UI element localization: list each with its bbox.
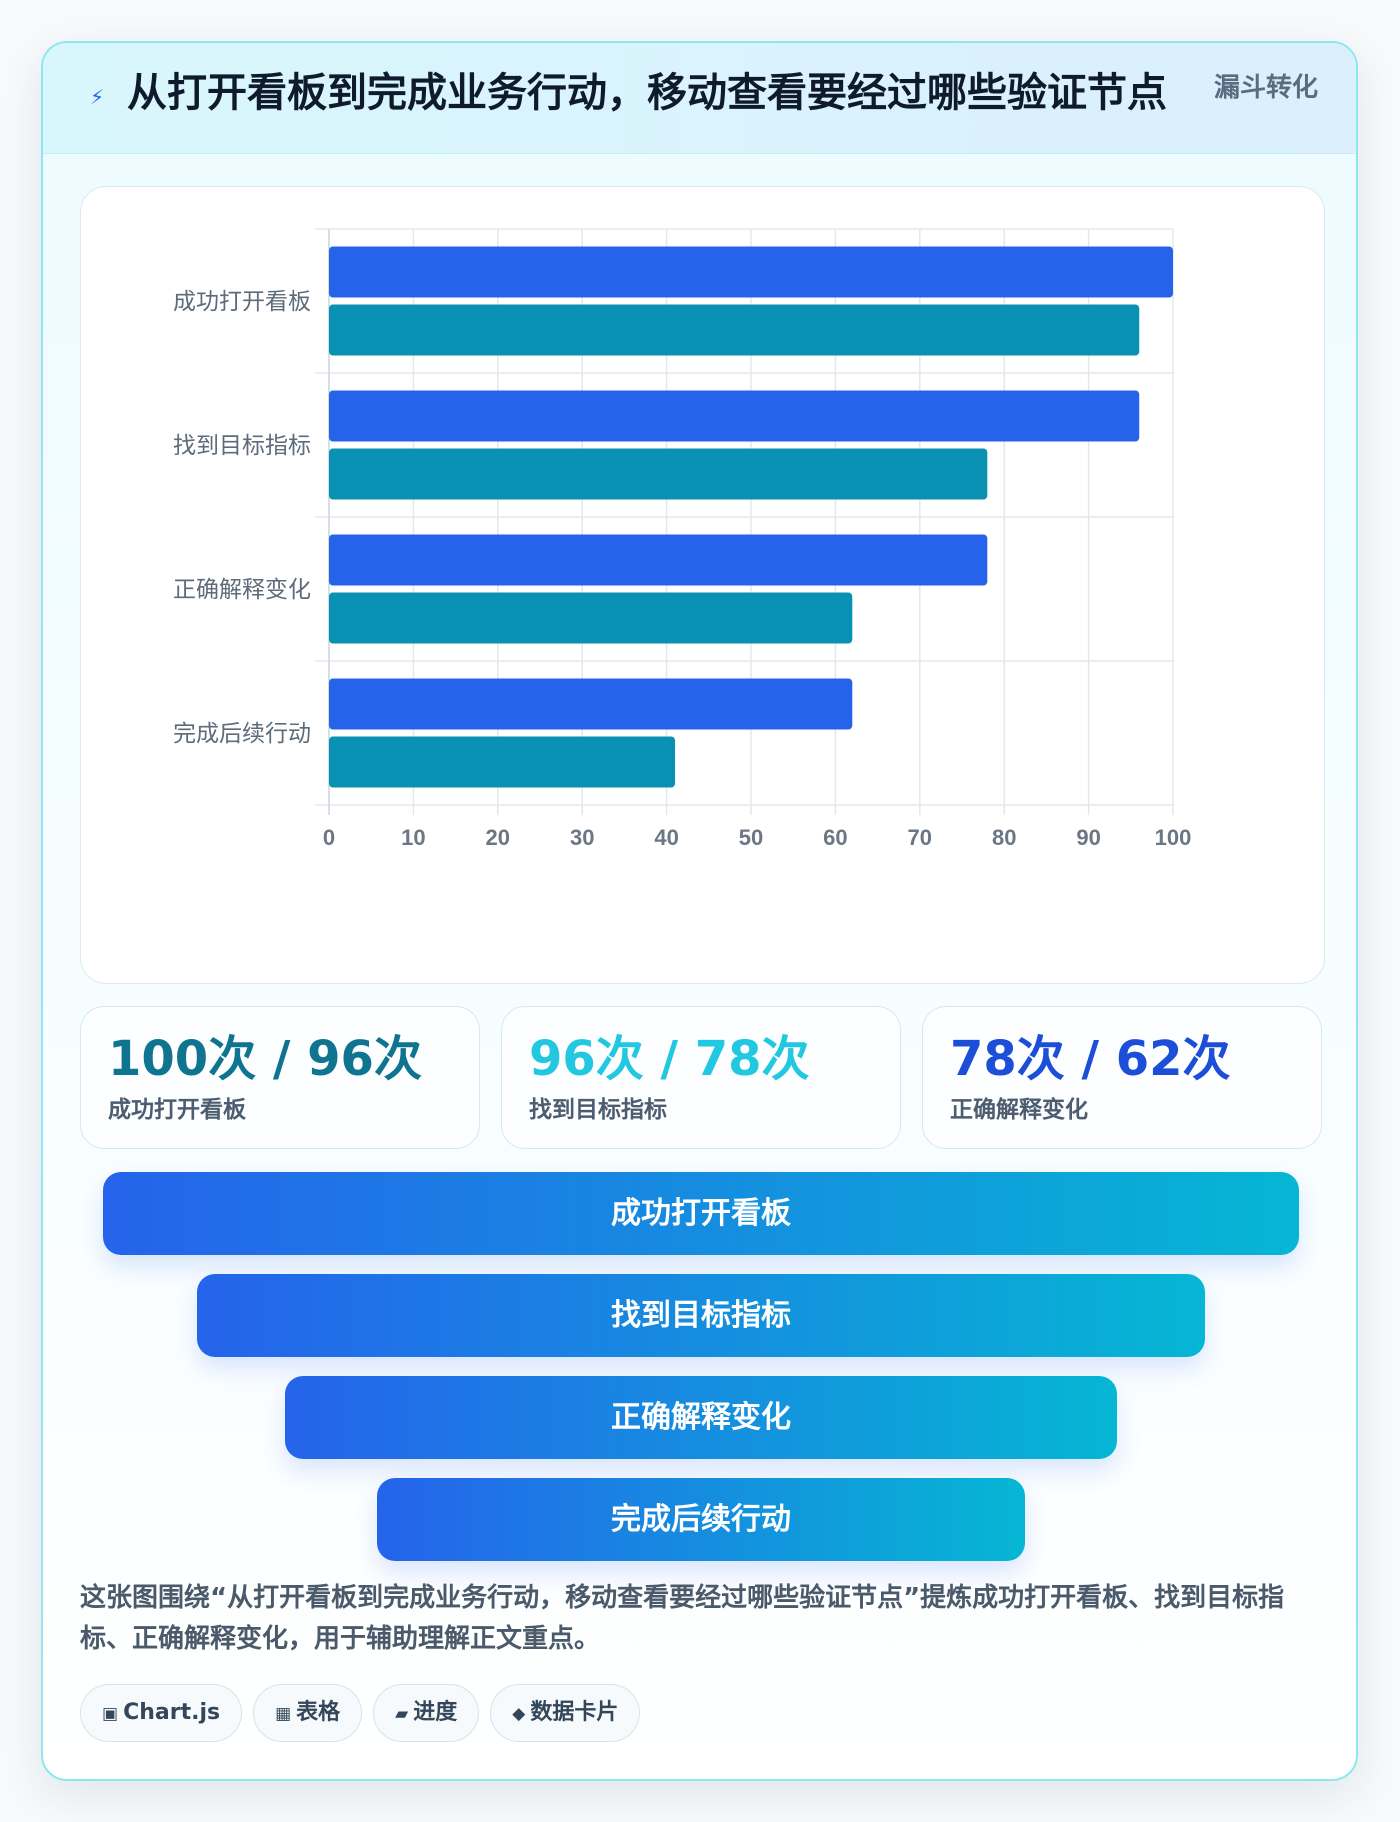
x-tick-label: 50	[739, 825, 763, 850]
tag-label: 表格	[296, 1700, 341, 1725]
stat-value: 100次 / 96次	[108, 1031, 422, 1087]
bar	[329, 246, 1173, 298]
stat-label: 找到目标指标	[529, 1097, 667, 1123]
bar	[329, 304, 1140, 356]
diamond-icon: ◆	[512, 1704, 526, 1724]
funnel-stage-3: 正确解释变化	[285, 1376, 1117, 1459]
x-tick-label: 30	[570, 825, 594, 850]
table-icon: ▦	[275, 1704, 292, 1724]
x-tick-label: 20	[486, 825, 510, 850]
bar-chart-panel: 0 10 20 30 40 50 60 70 80 90 100 成功打开看板 找到目标指标 正确解释变化…	[80, 186, 1325, 984]
bar	[329, 448, 988, 500]
bar	[329, 592, 853, 644]
y-category-label: 找到目标指标	[173, 433, 311, 459]
card-header: ⚡ 从打开看板到完成业务行动，移动查看要经过哪些验证节点 漏斗转化	[43, 43, 1356, 154]
stat-card-1: 100次 / 96次 成功打开看板	[80, 1006, 480, 1149]
tag-label: Chart.js	[123, 1700, 221, 1725]
x-tick-label: 70	[908, 825, 932, 850]
tag-data-card[interactable]: ◆ 数据卡片	[490, 1684, 641, 1742]
x-tick-label: 40	[654, 825, 678, 850]
report-card: ⚡ 从打开看板到完成业务行动，移动查看要经过哪些验证节点 漏斗转化 0 10 20 3…	[41, 41, 1358, 1781]
bar	[329, 736, 676, 788]
bar-chart: 0 10 20 30 40 50 60 70 80 90 100 成功打开看板找到目标指标正确解释变化…	[173, 228, 1192, 850]
x-tick-label: 60	[823, 825, 847, 850]
y-category-label: 完成后续行动	[173, 721, 311, 747]
y-category-label: 正确解释变化	[173, 577, 311, 603]
page-title: 从打开看板到完成业务行动，移动查看要经过哪些验证节点	[127, 70, 1167, 116]
funnel-stage-1: 成功打开看板	[103, 1172, 1299, 1255]
x-tick-label: 90	[1076, 825, 1100, 850]
tag-label: 数据卡片	[530, 1700, 619, 1725]
lightning-icon: ⚡	[89, 85, 105, 109]
x-tick-label: 10	[401, 825, 425, 850]
tag-list: ▣ Chart.js ▦ 表格 ▰ 进度 ◆ 数据卡片	[80, 1684, 651, 1742]
bar	[329, 534, 988, 586]
bar	[329, 390, 1140, 442]
tag-label: 进度	[413, 1700, 458, 1725]
stat-value: 96次 / 78次	[529, 1031, 810, 1087]
stat-label: 正确解释变化	[950, 1097, 1088, 1123]
x-tick-label: 0	[323, 825, 335, 850]
chart-description: 这张图围绕“从打开看板到完成业务行动，移动查看要经过哪些验证节点”提炼成功打开看…	[80, 1583, 1285, 1654]
funnel-stage-4: 完成后续行动	[377, 1478, 1025, 1561]
bar	[329, 678, 853, 730]
y-category-label: 成功打开看板	[173, 289, 311, 315]
funnel-stage-2: 找到目标指标	[197, 1274, 1205, 1357]
stat-value: 78次 / 62次	[950, 1031, 1231, 1087]
tag-table[interactable]: ▦ 表格	[253, 1684, 363, 1742]
progress-icon: ▰	[395, 1704, 409, 1724]
chip-icon: ▣	[102, 1704, 119, 1724]
stat-label: 成功打开看板	[108, 1097, 246, 1123]
x-tick-label: 100	[1155, 825, 1192, 850]
tag-progress[interactable]: ▰ 进度	[373, 1684, 480, 1742]
stat-card-3: 78次 / 62次 正确解释变化	[922, 1006, 1322, 1149]
category-badge: 漏斗转化	[1213, 73, 1318, 103]
stat-card-2: 96次 / 78次 找到目标指标	[501, 1006, 901, 1149]
x-tick-label: 80	[992, 825, 1016, 850]
tag-chartjs[interactable]: ▣ Chart.js	[80, 1684, 243, 1742]
